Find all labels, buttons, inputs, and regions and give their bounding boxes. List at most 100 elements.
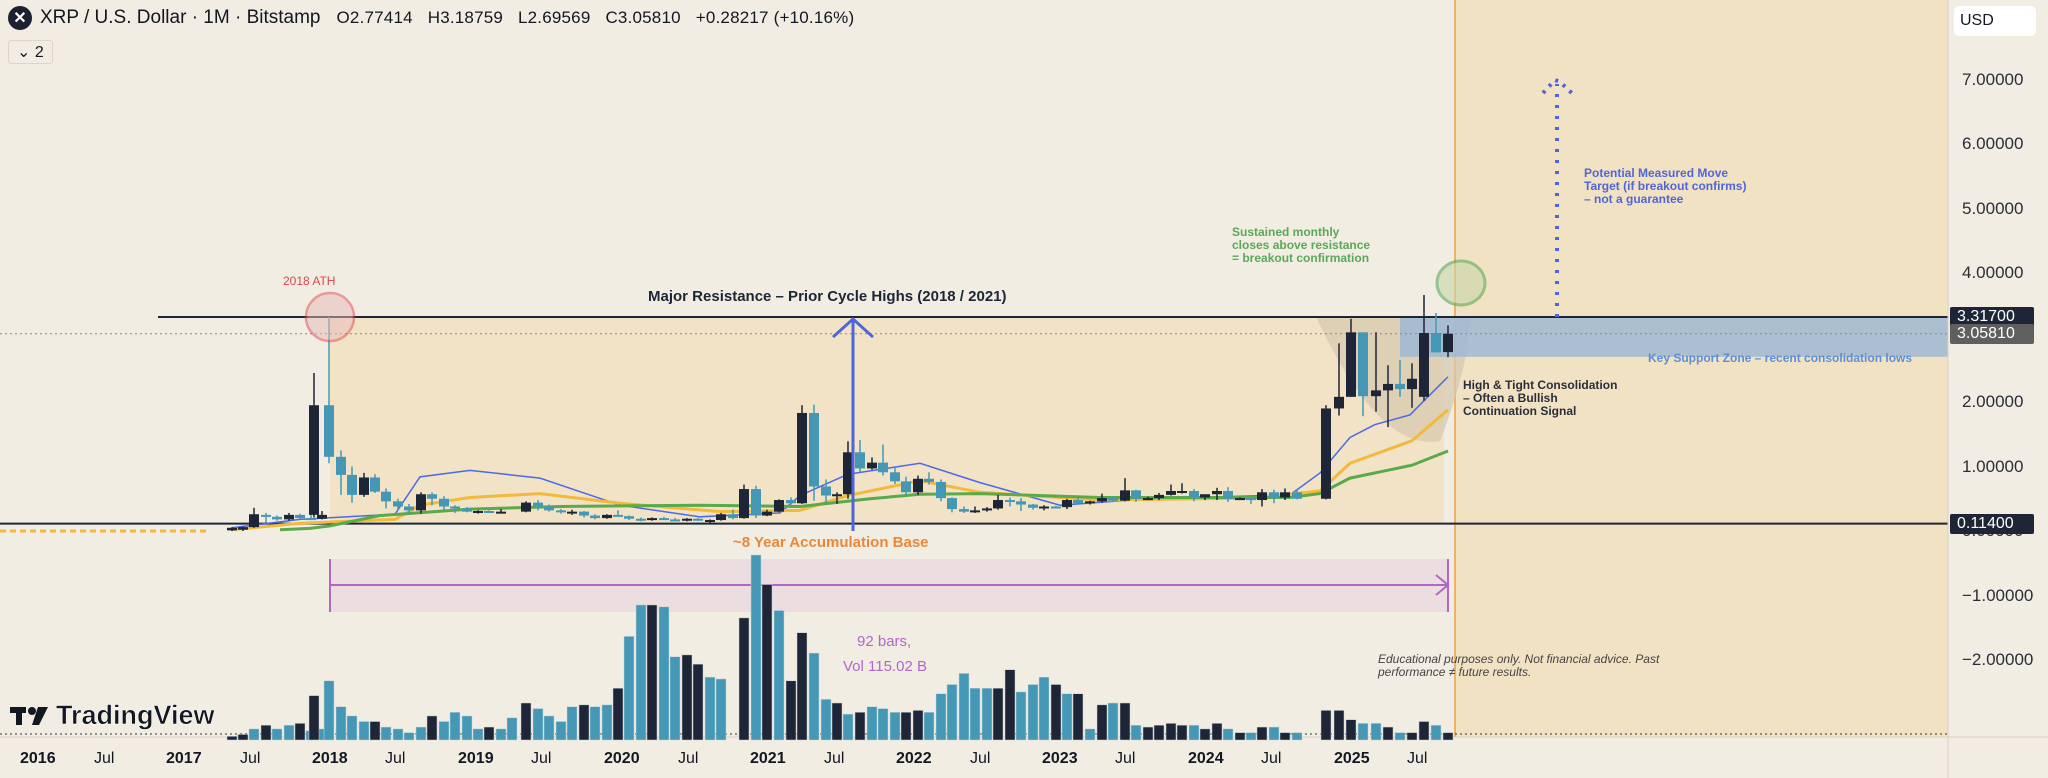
volume-bar <box>283 724 295 741</box>
candle-body <box>317 514 327 519</box>
candle-body <box>1039 506 1049 509</box>
candle-body <box>1407 378 1417 390</box>
time-tick: 2022 <box>896 750 932 767</box>
candle-body <box>1028 504 1038 508</box>
arrowhead-icon <box>831 317 875 339</box>
range-volume-label: Vol 115.02 B <box>843 658 927 675</box>
candle-body <box>1177 491 1187 494</box>
volume-bar <box>369 721 381 741</box>
breakout-note: Sustained monthly closes above resistance… <box>1232 225 1371 265</box>
volume-bar <box>1107 702 1119 741</box>
volume-bar <box>520 702 532 741</box>
change-value: +0.28217 (+10.16%) <box>695 8 855 27</box>
volume-bar <box>358 721 370 741</box>
candle-body <box>624 516 634 519</box>
candle-body <box>739 489 749 519</box>
time-tick: 2021 <box>750 750 786 767</box>
volume-bar <box>1406 732 1418 741</box>
volume-bar <box>449 712 461 741</box>
volume-bar <box>426 715 438 741</box>
volume-bar <box>1357 723 1369 741</box>
price-tick: 7.00000 <box>1962 69 2024 89</box>
candle-body <box>521 502 531 512</box>
candle-body <box>693 518 703 521</box>
candle-body <box>579 511 589 516</box>
time-tick: Jul <box>1115 750 1136 767</box>
candle-body <box>982 508 992 511</box>
volume-bar <box>1050 684 1062 741</box>
candle-body <box>381 491 391 502</box>
candle-body <box>1371 390 1381 397</box>
candle-body <box>774 500 784 512</box>
volume-bar <box>1176 724 1188 741</box>
symbol-title[interactable]: XRP / U.S. Dollar · 1M · Bitstamp <box>40 7 321 28</box>
volume-bar <box>483 726 495 741</box>
volume-bar <box>566 706 578 741</box>
time-tick: 2023 <box>1042 750 1078 767</box>
tradingview-logo[interactable]: TradingView <box>10 700 215 731</box>
volume-bar <box>323 680 335 741</box>
volume-bar <box>992 687 1004 741</box>
candle-body <box>821 486 831 496</box>
candle-body <box>1108 498 1118 501</box>
candle-body <box>1334 396 1344 409</box>
volume-bar <box>1061 693 1073 741</box>
volume-bar <box>294 723 306 741</box>
ath-label: 2018 ATH <box>283 274 336 288</box>
candle-body <box>947 498 957 510</box>
resistance-label: Major Resistance – Prior Cycle Highs (20… <box>648 288 1007 305</box>
disclaimer-note: Educational purposes only. Not financial… <box>1378 652 1660 679</box>
candle-body <box>1395 383 1405 390</box>
volume-bar <box>785 680 797 741</box>
future-zone <box>1455 0 1948 737</box>
time-tick: 2018 <box>312 750 348 767</box>
candle-body <box>809 412 819 487</box>
volume-bar <box>506 717 518 741</box>
time-tick: Jul <box>385 750 406 767</box>
candle-body <box>1097 498 1107 502</box>
chevron-down-icon: ⌄ <box>17 44 31 61</box>
candle-body <box>393 501 403 507</box>
volume-bar <box>796 632 808 741</box>
candle-body <box>1257 492 1267 501</box>
volume-bar <box>646 604 658 741</box>
candle-body <box>913 478 923 493</box>
candle-body <box>567 511 577 514</box>
candle-body <box>306 518 316 521</box>
candle-body <box>613 514 623 517</box>
tradingview-icon <box>10 706 48 725</box>
volume-bar <box>438 721 450 741</box>
volume-bar <box>1084 728 1096 741</box>
candle-body <box>1346 332 1356 397</box>
volume-bar <box>761 584 773 741</box>
indicators-toggle-button[interactable]: ⌄ 2 <box>8 40 53 64</box>
candle-body <box>659 518 669 521</box>
volume-bar <box>1072 693 1084 741</box>
time-tick: Jul <box>531 750 552 767</box>
xrp-logo-icon: ✕ <box>8 6 32 30</box>
volume-bar <box>715 678 727 741</box>
consolidation-note: High & Tight Consolidation – Often a Bull… <box>1463 378 1618 418</box>
candle-body <box>484 511 494 514</box>
volume-bar <box>1119 702 1131 741</box>
candle-body <box>1235 498 1245 501</box>
volume-bar <box>308 695 320 741</box>
volume-bar <box>1333 710 1345 741</box>
accumulation-label: ~8 Year Accumulation Base <box>733 534 929 551</box>
volume-bar <box>1027 684 1039 741</box>
support-zone-label: Key Support Zone – recent consolidation … <box>1648 351 1913 365</box>
currency-button[interactable]: USD <box>1954 6 2036 36</box>
candle-body <box>602 514 612 519</box>
candle-body <box>901 481 911 493</box>
indicator-count: 2 <box>34 44 44 61</box>
candle-body <box>970 510 980 513</box>
volume-bar <box>335 706 347 741</box>
volume-bar <box>692 663 704 741</box>
volume-bar <box>935 693 947 741</box>
volume-bar <box>1153 724 1165 741</box>
candle-body <box>1062 500 1072 508</box>
candle-body <box>309 405 319 515</box>
volume-bar <box>900 712 912 741</box>
candle-body <box>843 452 853 495</box>
